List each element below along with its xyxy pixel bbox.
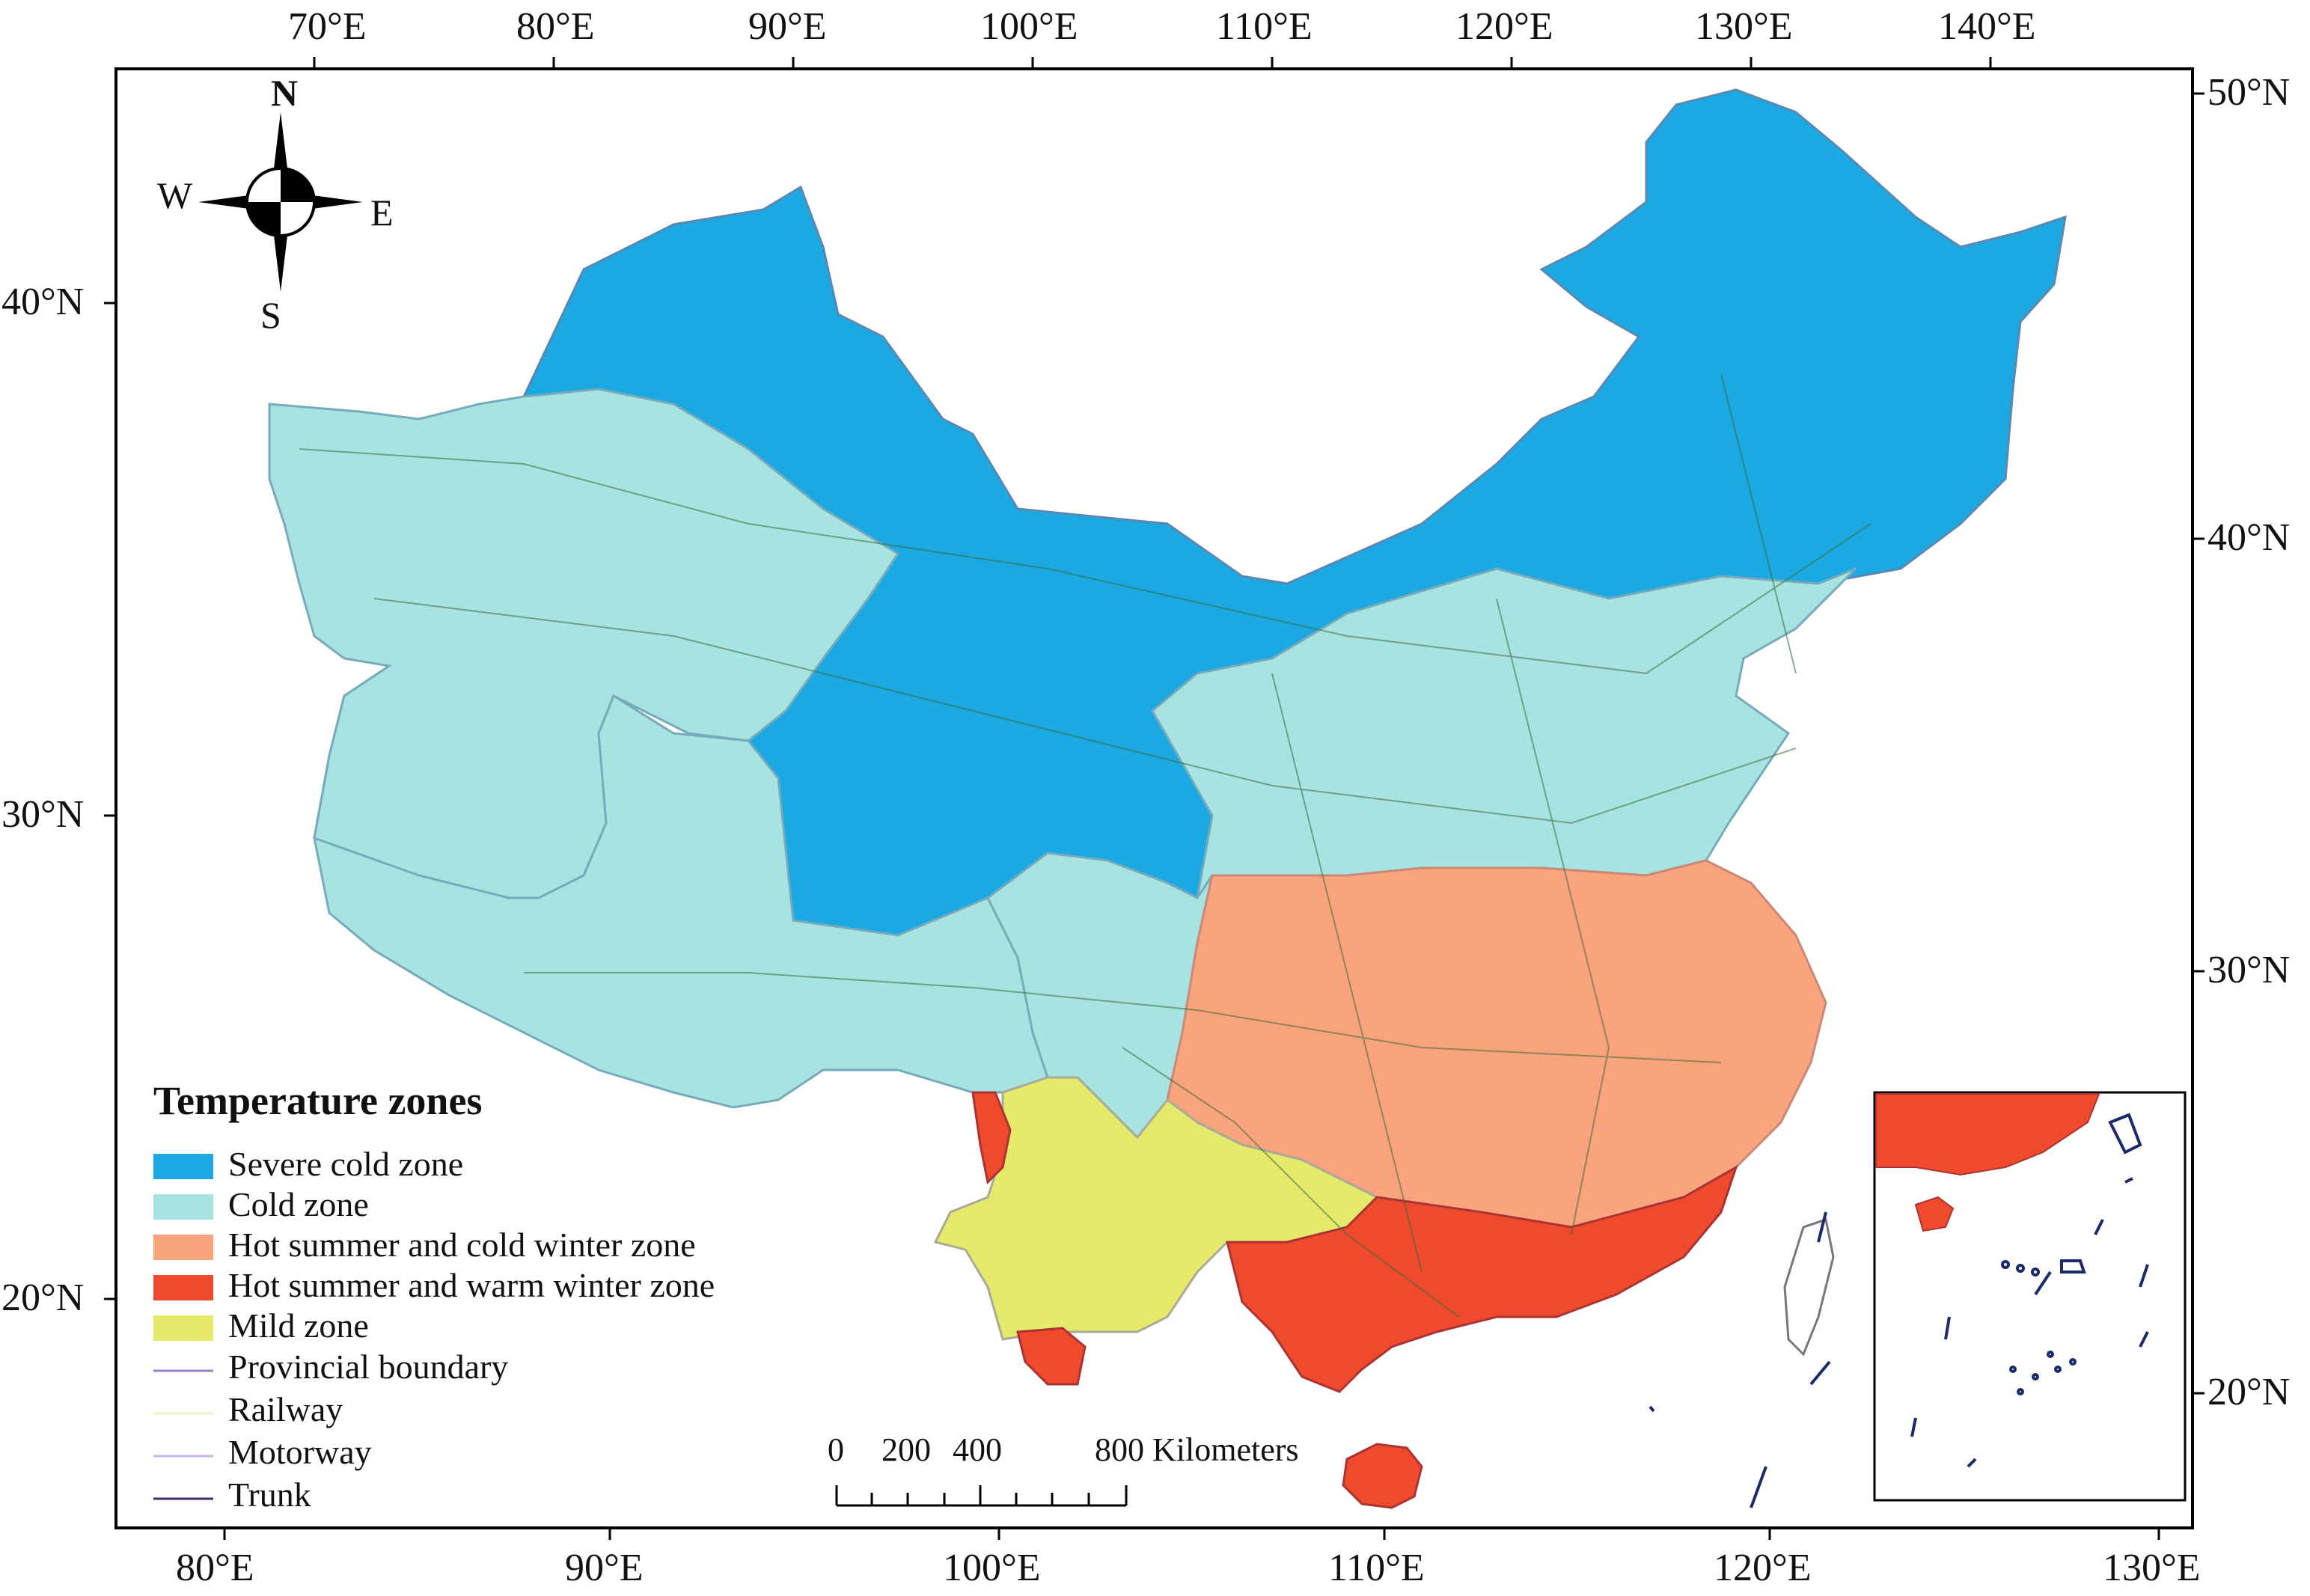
scale-label-200: 200 (881, 1431, 931, 1468)
legend-item: Cold zone (228, 1184, 369, 1223)
zone-hot-warm-hainan (1342, 1443, 1423, 1509)
legend-item: Mild zone (228, 1306, 369, 1345)
legend-item: Railway (228, 1390, 343, 1428)
legend-item: Severe cold zone (228, 1144, 464, 1183)
zone-hot-warm-south (1016, 1327, 1087, 1386)
tick-top-70E: 70°E (288, 5, 367, 48)
tick-bottom-110E: 110°E (1328, 1547, 1425, 1589)
inset-islands (1910, 1113, 2149, 1468)
tick-bottom-80E: 80°E (176, 1547, 254, 1589)
scale-label-400: 400 (953, 1431, 1002, 1468)
inset-hainan (1914, 1196, 1955, 1232)
ticks-right (2193, 92, 2204, 1395)
zone-hot-warm-west (971, 1091, 1012, 1185)
road-network (299, 373, 1871, 1318)
tick-top-90E: 90°E (748, 5, 827, 48)
zone-mild (933, 1076, 1379, 1341)
zone-hot-warm (1226, 1164, 1738, 1393)
tick-right-40N: 40°N (2207, 516, 2291, 559)
tick-right-20N: 20°N (2207, 1371, 2291, 1413)
ticks-bottom (223, 1528, 2160, 1540)
scale-label-0: 0 (828, 1431, 844, 1468)
tick-bottom-120E: 120°E (1714, 1547, 1812, 1589)
compass-s: S (260, 294, 281, 336)
compass-w: W (157, 174, 193, 216)
tick-top-80E: 80°E (516, 5, 595, 48)
tick-top-110E: 110°E (1216, 5, 1313, 48)
legend-item: Provincial boundary (228, 1348, 509, 1386)
legend-item: Hot summer and cold winter zone (228, 1225, 696, 1264)
tick-right-30N: 30°N (2207, 949, 2291, 991)
legend-title: Temperature zones (153, 1078, 483, 1123)
ticks-left (104, 302, 116, 1300)
tick-left-30N: 30°N (1, 793, 85, 836)
tick-top-140E: 140°E (1938, 5, 2036, 48)
tick-left-40N: 40°N (1, 281, 85, 323)
compass-e: E (370, 192, 394, 233)
tick-bottom-130E: 130°E (2103, 1547, 2201, 1589)
inset-mainland (1875, 1093, 2100, 1176)
tick-right-50N: 50°N (2207, 71, 2291, 114)
ticks-top (313, 57, 1992, 69)
legend-item: Hot summer and warm winter zone (228, 1265, 715, 1304)
tick-top-130E: 130°E (1695, 5, 1793, 48)
legend-item: Motorway (228, 1433, 372, 1471)
tick-bottom-100E: 100°E (943, 1547, 1041, 1589)
tick-top-100E: 100°E (980, 5, 1078, 48)
scale-bar (835, 1485, 1128, 1507)
sea-islands (1649, 1211, 1831, 1508)
scale-label-800: 800 Kilometers (1095, 1431, 1299, 1468)
taiwan-outline (1783, 1218, 1835, 1357)
legend-item: Trunk (228, 1476, 311, 1514)
tick-left-20N: 20°N (1, 1277, 85, 1319)
compass-n: N (271, 72, 299, 114)
tick-bottom-90E: 90°E (565, 1547, 644, 1589)
legend: Temperature zones Severe cold zone Cold … (153, 1077, 715, 1516)
legend-swatches (153, 1154, 213, 1500)
compass-rose (198, 112, 363, 292)
tick-top-120E: 120°E (1455, 5, 1553, 48)
